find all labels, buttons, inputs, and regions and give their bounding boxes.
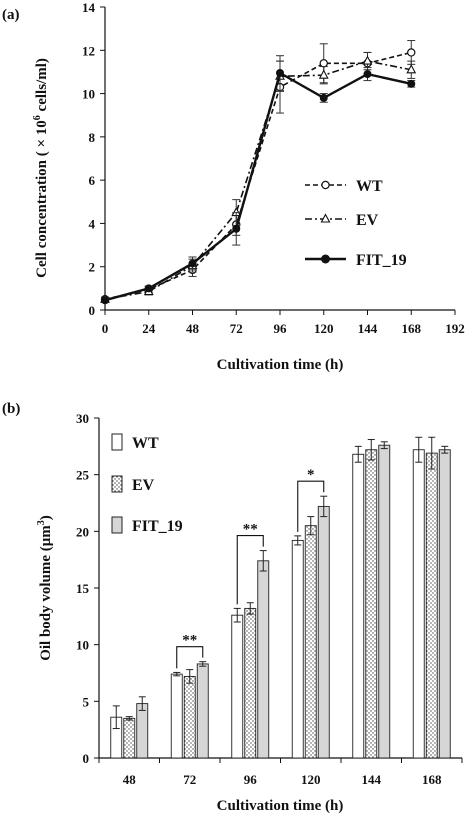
legend-swatch-ev <box>111 475 123 493</box>
panel-b-x-tick-label: 120 <box>301 772 321 787</box>
significance-bracket <box>236 535 264 605</box>
panel-a-y-tick-label: 10 <box>82 87 95 102</box>
bar-ev <box>365 449 378 759</box>
data-point <box>318 69 329 79</box>
panel-a-x-tick-label: 144 <box>358 321 378 336</box>
panel-a-x-tick-label: 192 <box>445 321 465 336</box>
bar-wt <box>352 453 365 759</box>
panel-a-y-tick-label: 8 <box>89 130 96 145</box>
bar-ev <box>304 525 317 759</box>
panel-a-x-tick-label: 48 <box>186 321 200 336</box>
data-point <box>363 70 372 79</box>
panel-b-x-tick-label: 168 <box>422 772 442 787</box>
panel-b-y-tick-label: 30 <box>76 411 89 426</box>
legend-label: WT <box>356 178 383 195</box>
legend-label: EV <box>356 212 379 229</box>
data-point <box>362 55 373 65</box>
panel-a-x-tick-label: 168 <box>402 321 422 336</box>
bar-fit-19 <box>317 505 330 759</box>
panel-a-x-tick-label: 96 <box>274 321 288 336</box>
bar-wt <box>231 614 244 759</box>
data-point <box>319 93 328 102</box>
panel-b-ticks: 0 5 10 15 20 25 30 48 72 96 120 144 168 <box>76 411 463 787</box>
data-point <box>101 296 109 305</box>
legend-label: FIT_19 <box>356 252 407 269</box>
panel-a-y-tick-label: 0 <box>89 303 96 318</box>
data-point <box>144 284 153 293</box>
series-line-ev <box>104 60 412 300</box>
panel-b-x-tick-label: 48 <box>123 772 137 787</box>
panel-b-x-tick-label: 72 <box>183 772 196 787</box>
significance-mark: ** <box>243 522 258 538</box>
bar-ev <box>123 717 136 759</box>
panel-b-y-tick-label: 5 <box>83 694 90 709</box>
series-line-fit-19 <box>104 71 412 302</box>
bar-ev <box>183 675 196 759</box>
significance-bracket <box>176 646 204 669</box>
data-point <box>232 224 241 233</box>
panel-b-x-tick-label: 144 <box>362 772 382 787</box>
panel-a-y-tick-label: 2 <box>89 260 96 275</box>
series-line-wt <box>104 51 412 300</box>
bar-ev <box>244 607 257 759</box>
panel-b-y-tick-label: 25 <box>76 468 90 483</box>
legend-swatch-fit-19 <box>111 516 123 534</box>
bar-ev <box>425 452 438 759</box>
data-point <box>407 48 416 57</box>
data-point <box>188 259 197 268</box>
panel-a-legend: WT EV FIT_19 <box>305 178 407 269</box>
legend-marker <box>321 180 330 190</box>
data-point <box>276 69 284 78</box>
data-point <box>407 79 416 88</box>
significance-mark: ** <box>182 633 197 649</box>
bar-wt <box>412 449 425 759</box>
panel-a-x-axis-title: Cultivation time (h) <box>217 357 344 373</box>
legend-label: EV <box>132 477 155 494</box>
bar-wt <box>291 539 304 759</box>
panel-b-significance: ***** <box>176 467 325 669</box>
panel-a-x-tick-label: 0 <box>102 321 109 336</box>
legend-label: WT <box>132 435 159 452</box>
panel-b-x-axis-title: Cultivation time (h) <box>217 798 344 814</box>
panel-b-y-tick-label: 10 <box>76 638 89 653</box>
bar-fit-19 <box>257 560 270 759</box>
data-point <box>406 64 417 74</box>
panel-a-x-tick-label: 72 <box>230 321 243 336</box>
panel-a-y-tick-label: 14 <box>82 0 96 15</box>
panel-a-series <box>100 40 417 305</box>
panel-a-y-tick-label: 6 <box>89 173 96 188</box>
panel-a-label: (a) <box>2 7 20 23</box>
panel-b-legend: WT EV FIT_19 <box>111 433 183 535</box>
bar-fit-19 <box>438 449 451 759</box>
significance-mark: * <box>307 467 315 483</box>
bar-fit-19 <box>136 703 149 759</box>
panel-a-y-axis-title: Cell concentration ( × 106 cells/ml) <box>32 58 50 278</box>
panel-a-x-tick-label: 24 <box>142 321 156 336</box>
bar-wt <box>170 673 183 759</box>
legend-marker <box>320 213 331 223</box>
panel-b-x-tick-label: 96 <box>244 772 258 787</box>
panel-b-y-axis-title: Oil body volume (μm3) <box>36 515 54 661</box>
bar-fit-19 <box>378 444 391 759</box>
legend-marker <box>321 254 330 264</box>
significance-bracket <box>297 480 325 532</box>
bar-fit-19 <box>196 663 209 759</box>
panel-b-label: (b) <box>2 401 20 417</box>
data-point <box>319 59 328 68</box>
panel-a-y-tick-label: 12 <box>82 43 95 58</box>
panel-b-y-tick-label: 0 <box>83 751 90 766</box>
panel-b-y-tick-label: 15 <box>76 581 90 596</box>
legend-swatch-wt <box>111 433 123 451</box>
panel-b-y-tick-label: 20 <box>76 524 89 539</box>
panel-b-bars <box>110 436 451 759</box>
panel-a-y-tick-label: 4 <box>89 216 96 231</box>
panel-a-x-tick-label: 120 <box>314 321 334 336</box>
legend-label: FIT_19 <box>132 518 183 535</box>
